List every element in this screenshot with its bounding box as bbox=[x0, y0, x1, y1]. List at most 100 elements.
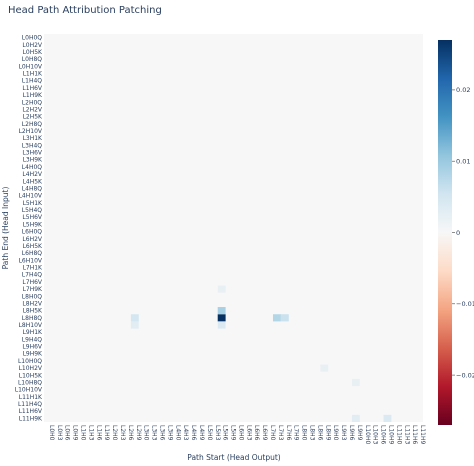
y-tick-label: L3H9K bbox=[23, 157, 43, 164]
x-tick-label: L2H3 bbox=[119, 425, 126, 441]
x-tick-label: L9H9 bbox=[356, 425, 363, 441]
y-tick-label: L0H5K bbox=[23, 49, 43, 56]
colorbar bbox=[438, 40, 452, 425]
heatmap-cell bbox=[351, 378, 360, 387]
y-tick-label: L9H1K bbox=[23, 329, 43, 336]
x-tick-label: L4H3 bbox=[182, 425, 189, 441]
x-tick-label: L11H3 bbox=[403, 425, 410, 444]
x-tick-label: L2H6 bbox=[127, 425, 134, 441]
y-tick-label: L8H8Q bbox=[22, 315, 42, 322]
x-tick-label: L10H6 bbox=[380, 425, 387, 444]
colorbar-tick-label: 0.02 bbox=[456, 86, 470, 94]
x-tick-label: L4H6 bbox=[190, 425, 197, 441]
colorbar-tick-label: −0.02 bbox=[456, 371, 474, 379]
x-tick-label: L10H9 bbox=[387, 425, 394, 444]
colorbar-tick-labels: 0.02 0.01 0 −0.01 −0.02 bbox=[452, 86, 474, 379]
y-tick-label: L9H9K bbox=[23, 351, 43, 358]
heatmap-cell bbox=[272, 314, 281, 322]
y-tick-label: L4H0Q bbox=[22, 164, 42, 171]
heatmap-cell bbox=[130, 314, 139, 322]
y-tick-label: L10H5K bbox=[19, 372, 43, 379]
y-tick-label: L9H6V bbox=[22, 344, 42, 351]
y-tick-label: L1H4Q bbox=[22, 78, 42, 85]
y-tick-label: L6H5K bbox=[23, 243, 43, 250]
y-tick-label: L2H5K bbox=[23, 114, 43, 121]
y-tick-label: L11H6V bbox=[19, 408, 43, 415]
x-tick-label: L1H3 bbox=[87, 425, 94, 441]
x-tick-label: L9H6 bbox=[348, 425, 355, 441]
x-tick-label: L3H9 bbox=[166, 425, 173, 441]
y-tick-label: L10H2V bbox=[19, 365, 43, 372]
y-tick-label: L0H0Q bbox=[22, 35, 42, 42]
x-tick-label: L1H9 bbox=[103, 425, 110, 441]
y-tick-label: L3H1K bbox=[23, 135, 43, 142]
heatmap-cell bbox=[217, 307, 226, 315]
heatmap-cell bbox=[320, 364, 329, 372]
x-axis-title: Path Start (Head Output) bbox=[187, 453, 281, 462]
y-tick-label: L6H2V bbox=[22, 236, 42, 243]
x-tick-label: L6H0 bbox=[237, 425, 244, 441]
y-tick-label: L11H9K bbox=[19, 415, 43, 422]
colorbar-tick-label: −0.01 bbox=[456, 300, 474, 308]
y-tick-label: L4H8Q bbox=[22, 185, 42, 192]
x-tick-label: L3H6 bbox=[158, 425, 165, 441]
x-tick-label: L8H0 bbox=[301, 425, 308, 441]
y-tick-label: L1H6V bbox=[22, 85, 42, 92]
x-tick-label: L0H9 bbox=[72, 425, 79, 441]
x-tick-label: L0H3 bbox=[56, 425, 63, 441]
heatmap-cell bbox=[280, 314, 289, 322]
y-tick-label: L2H2V bbox=[22, 106, 42, 113]
heatmap-cell bbox=[130, 321, 139, 329]
x-tick-label: L7H3 bbox=[277, 425, 284, 441]
y-tick-label: L9H4Q bbox=[22, 336, 42, 343]
x-tick-label: L9H0 bbox=[332, 425, 339, 441]
x-tick-label: L8H9 bbox=[324, 425, 331, 441]
y-tick-label: L7H1K bbox=[23, 265, 43, 272]
x-tick-label: L9H3 bbox=[340, 425, 347, 441]
y-tick-label: L11H4Q bbox=[18, 401, 42, 408]
x-tick-label: L4H0 bbox=[174, 425, 181, 441]
y-tick-label: L3H4Q bbox=[22, 142, 42, 149]
chart-title: Head Path Attribution Patching bbox=[8, 5, 162, 16]
colorbar-tick-label: 0.01 bbox=[456, 158, 470, 166]
y-tick-label: L6H8Q bbox=[22, 250, 42, 257]
heatmap-cell bbox=[351, 414, 360, 422]
colorbar-tick-label: 0 bbox=[456, 229, 460, 237]
x-tick-label: L6H9 bbox=[261, 425, 268, 441]
x-tick-label: L6H6 bbox=[253, 425, 260, 441]
y-tick-label: L4H2V bbox=[22, 171, 42, 178]
y-tick-labels: L0H0QL0H2VL0H5KL0H8QL0H10VL1H1KL1H4QL1H6… bbox=[15, 35, 43, 423]
y-tick-label: L2H0Q bbox=[22, 99, 42, 106]
y-tick-label: L3H6V bbox=[22, 150, 42, 157]
x-tick-label: L7H0 bbox=[269, 425, 276, 441]
y-tick-label: L7H4Q bbox=[22, 272, 42, 279]
y-tick-label: L5H6V bbox=[22, 214, 42, 221]
y-tick-label: L0H2V bbox=[22, 42, 42, 49]
x-tick-label: L2H0 bbox=[111, 425, 118, 441]
y-tick-label: L1H9K bbox=[23, 92, 43, 99]
y-tick-label: L1H1K bbox=[23, 71, 43, 78]
heatmap-cell bbox=[383, 414, 392, 422]
x-tick-label: L5H9 bbox=[230, 425, 237, 441]
y-tick-label: L2H8Q bbox=[22, 121, 42, 128]
x-tick-label: L11H9 bbox=[419, 425, 426, 444]
plot-background bbox=[44, 34, 423, 422]
y-tick-label: L7H6V bbox=[22, 279, 42, 286]
y-tick-label: L4H5K bbox=[23, 178, 43, 185]
x-tick-label: L6H3 bbox=[245, 425, 252, 441]
heatmap-cell bbox=[217, 314, 226, 322]
heatmap-cell bbox=[217, 321, 226, 329]
y-tick-label: L11H1K bbox=[19, 394, 43, 401]
x-tick-label: L3H3 bbox=[151, 425, 158, 441]
x-tick-label: L3H0 bbox=[143, 425, 150, 441]
x-tick-label: L0H6 bbox=[64, 425, 71, 441]
x-tick-label: L0H0 bbox=[48, 425, 55, 441]
x-tick-label: L11H0 bbox=[395, 425, 402, 444]
x-tick-labels: L0H0 L0H3 L0H6 L0H9 L1H0 L1H3 L1H6 L1H9 L2H0 L2H3… bbox=[48, 425, 426, 444]
x-tick-label: L5H0 bbox=[206, 425, 213, 441]
x-tick-label: L1H6 bbox=[95, 425, 102, 441]
y-tick-label: L10H0Q bbox=[18, 358, 42, 365]
y-tick-label: L7H9K bbox=[23, 286, 43, 293]
heatmap-cell bbox=[217, 285, 226, 293]
